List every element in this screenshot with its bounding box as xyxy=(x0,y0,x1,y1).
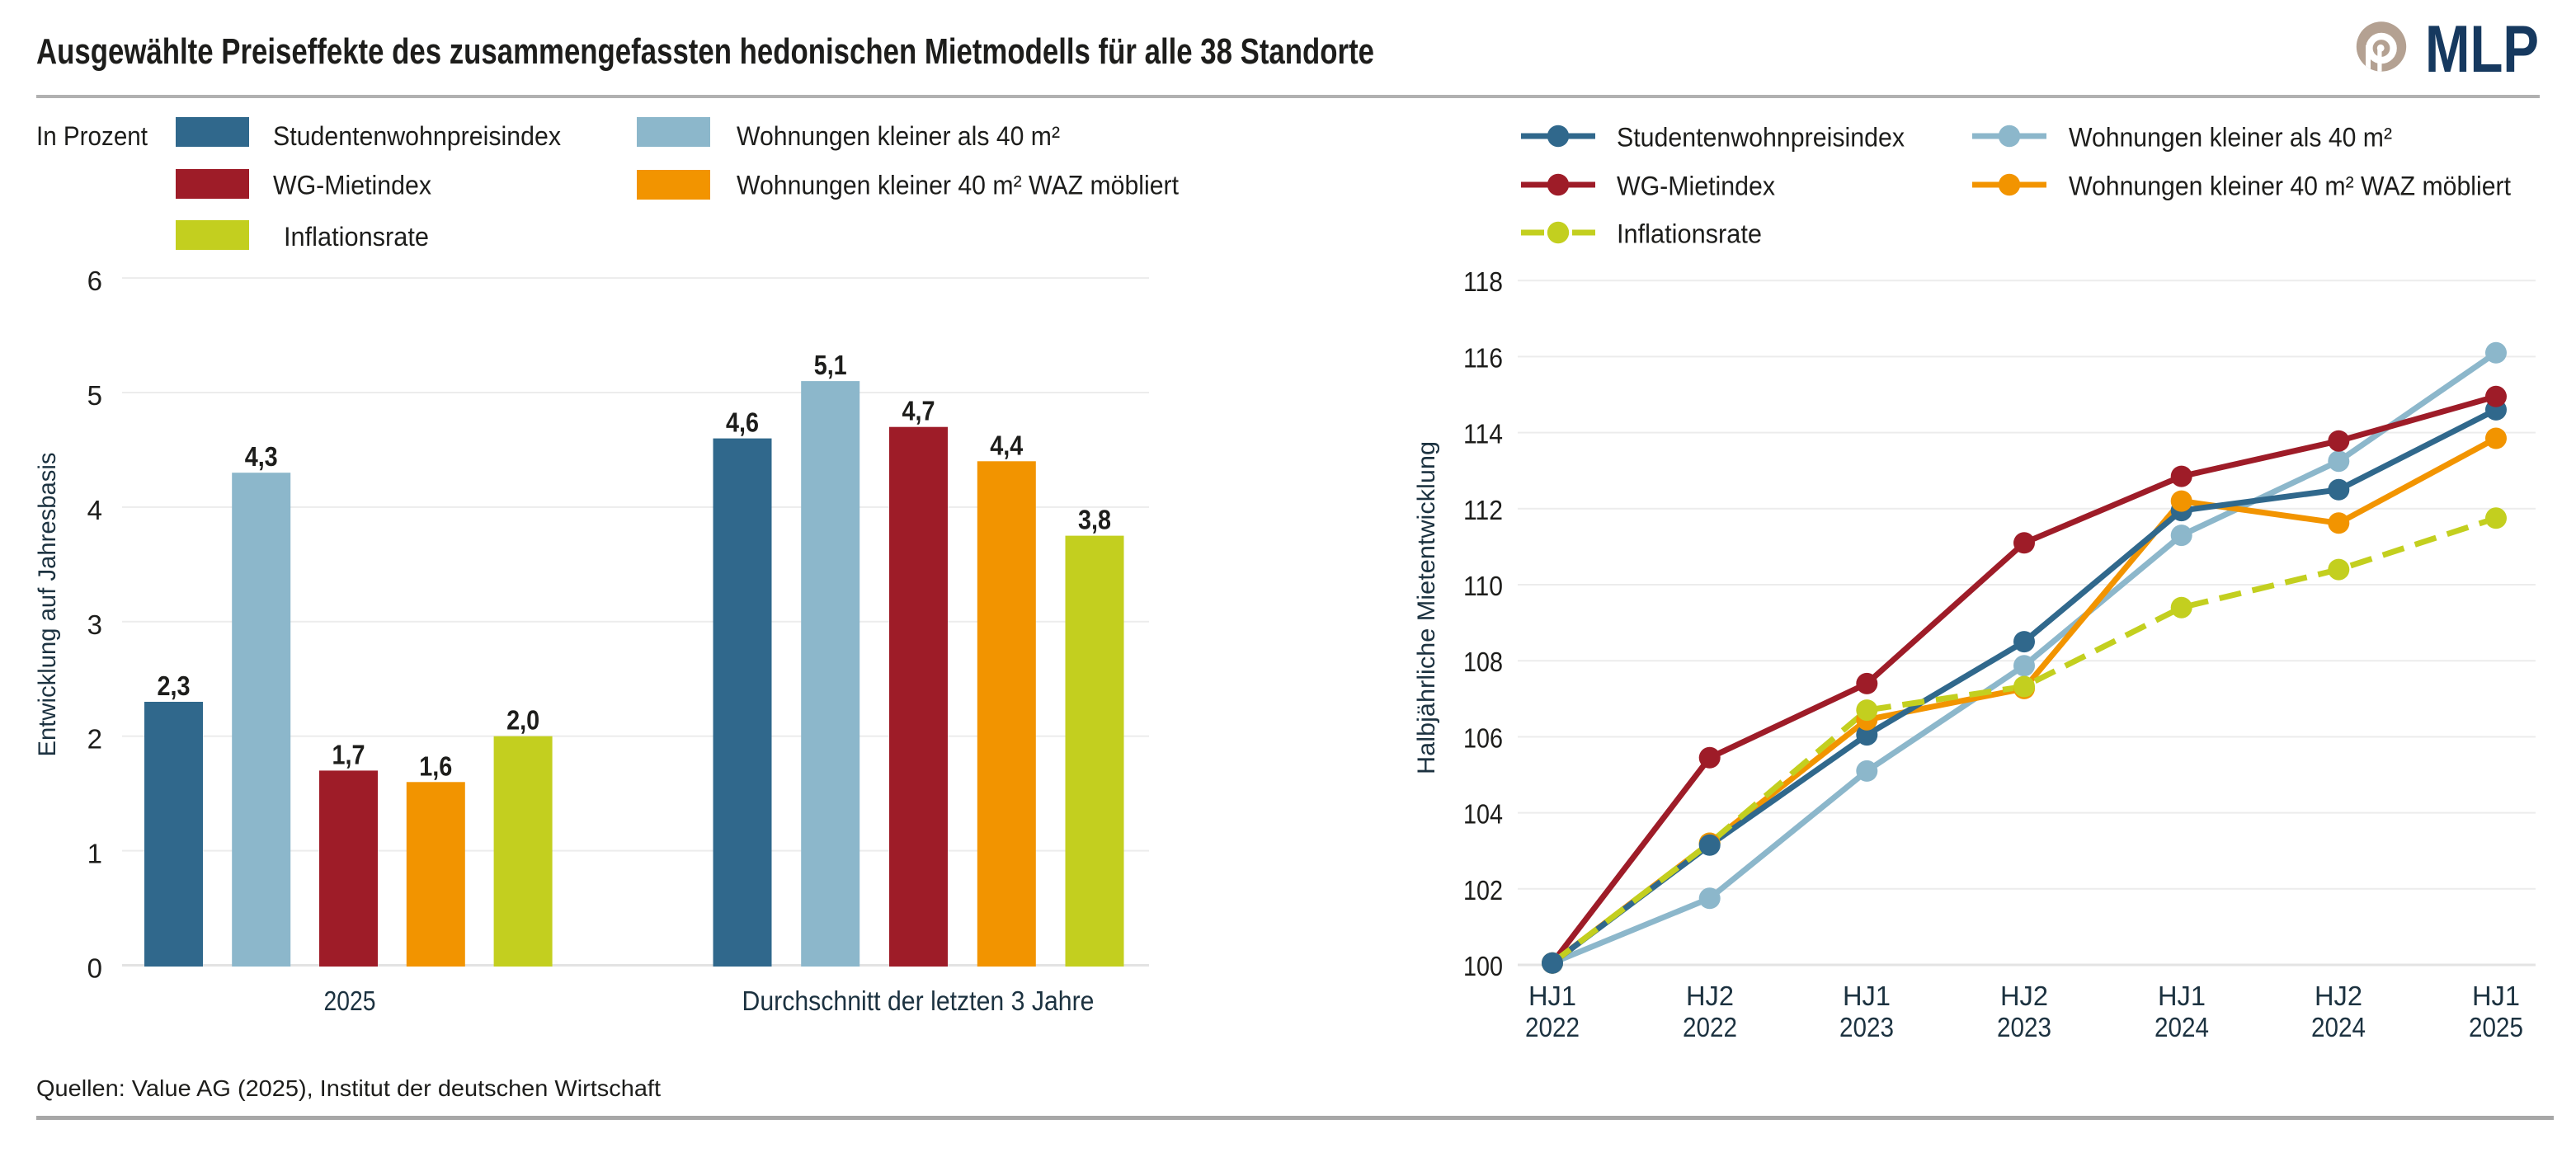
svg-text:104: 104 xyxy=(1463,799,1503,830)
svg-text:HJ2: HJ2 xyxy=(1686,981,1734,1011)
svg-text:HJ2: HJ2 xyxy=(2000,981,2048,1011)
svg-text:110: 110 xyxy=(1463,571,1503,601)
svg-text:118: 118 xyxy=(1463,266,1503,297)
svg-text:102: 102 xyxy=(1463,875,1503,906)
svg-text:4,7: 4,7 xyxy=(902,396,935,426)
svg-text:In Prozent: In Prozent xyxy=(36,121,148,151)
svg-text:100: 100 xyxy=(1463,951,1503,981)
svg-text:Wohnungen kleiner als 40 m²: Wohnungen kleiner als 40 m² xyxy=(2069,123,2392,153)
svg-text:Entwicklung auf Jahresbasis: Entwicklung auf Jahresbasis xyxy=(34,453,61,757)
svg-text:4: 4 xyxy=(87,495,102,525)
svg-text:112: 112 xyxy=(1463,495,1503,525)
svg-text:1: 1 xyxy=(87,839,102,869)
svg-text:HJ1: HJ1 xyxy=(2472,981,2520,1011)
svg-text:114: 114 xyxy=(1463,419,1503,449)
svg-text:Studentenwohnpreisindex: Studentenwohnpreisindex xyxy=(1617,123,1905,153)
svg-text:2,0: 2,0 xyxy=(506,705,539,736)
svg-text:2024: 2024 xyxy=(2311,1012,2366,1042)
svg-text:2023: 2023 xyxy=(1997,1012,2051,1042)
svg-text:WG-Mietindex: WG-Mietindex xyxy=(1617,172,1775,201)
svg-text:3,8: 3,8 xyxy=(1078,505,1111,535)
svg-text:116: 116 xyxy=(1463,342,1503,373)
svg-text:Halbjährliche Mietentwicklung: Halbjährliche Mietentwicklung xyxy=(1413,441,1440,774)
svg-text:HJ1: HJ1 xyxy=(1843,981,1891,1011)
svg-text:4,3: 4,3 xyxy=(245,441,278,472)
svg-text:HJ1: HJ1 xyxy=(1528,981,1576,1011)
svg-text:Inflationsrate: Inflationsrate xyxy=(284,222,429,252)
svg-text:106: 106 xyxy=(1463,722,1503,753)
svg-text:5,1: 5,1 xyxy=(814,350,847,380)
svg-text:Wohnungen kleiner 40 m² WAZ mö: Wohnungen kleiner 40 m² WAZ möbliert xyxy=(2069,172,2511,201)
svg-text:6: 6 xyxy=(87,266,102,296)
svg-text:2025: 2025 xyxy=(2469,1012,2523,1042)
svg-text:2022: 2022 xyxy=(1683,1012,1737,1042)
svg-text:Ausgewählte Preiseffekte des z: Ausgewählte Preiseffekte des zusammengef… xyxy=(36,31,1374,72)
svg-text:Durchschnitt der letzten 3 Jah: Durchschnitt der letzten 3 Jahre xyxy=(742,985,1095,1016)
svg-text:2022: 2022 xyxy=(1525,1012,1580,1042)
svg-text:Wohnungen kleiner 40 m² WAZ mö: Wohnungen kleiner 40 m² WAZ möbliert xyxy=(737,171,1179,200)
svg-text:Studentenwohnpreisindex: Studentenwohnpreisindex xyxy=(273,121,561,151)
svg-text:0: 0 xyxy=(87,953,102,984)
svg-text:108: 108 xyxy=(1463,647,1503,677)
svg-text:WG-Mietindex: WG-Mietindex xyxy=(273,171,431,200)
svg-text:2025: 2025 xyxy=(324,985,376,1016)
svg-text:MLP: MLP xyxy=(2425,12,2539,87)
svg-text:HJ2: HJ2 xyxy=(2315,981,2362,1011)
svg-text:5: 5 xyxy=(87,380,102,411)
svg-text:3: 3 xyxy=(87,609,102,640)
svg-text:2: 2 xyxy=(87,724,102,755)
svg-text:1,7: 1,7 xyxy=(332,739,365,769)
svg-text:2023: 2023 xyxy=(1839,1012,1894,1042)
svg-text:Wohnungen kleiner als 40 m²: Wohnungen kleiner als 40 m² xyxy=(737,121,1060,151)
svg-text:4,4: 4,4 xyxy=(990,430,1024,460)
svg-text:HJ1: HJ1 xyxy=(2158,981,2206,1011)
svg-text:4,6: 4,6 xyxy=(726,407,759,438)
svg-text:2024: 2024 xyxy=(2155,1012,2209,1042)
svg-text:Inflationsrate: Inflationsrate xyxy=(1617,219,1762,249)
svg-text:2,3: 2,3 xyxy=(158,670,191,701)
svg-text:1,6: 1,6 xyxy=(419,750,452,781)
svg-text:Quellen: Value AG (2025), Inst: Quellen: Value AG (2025), Institut der d… xyxy=(36,1075,661,1101)
